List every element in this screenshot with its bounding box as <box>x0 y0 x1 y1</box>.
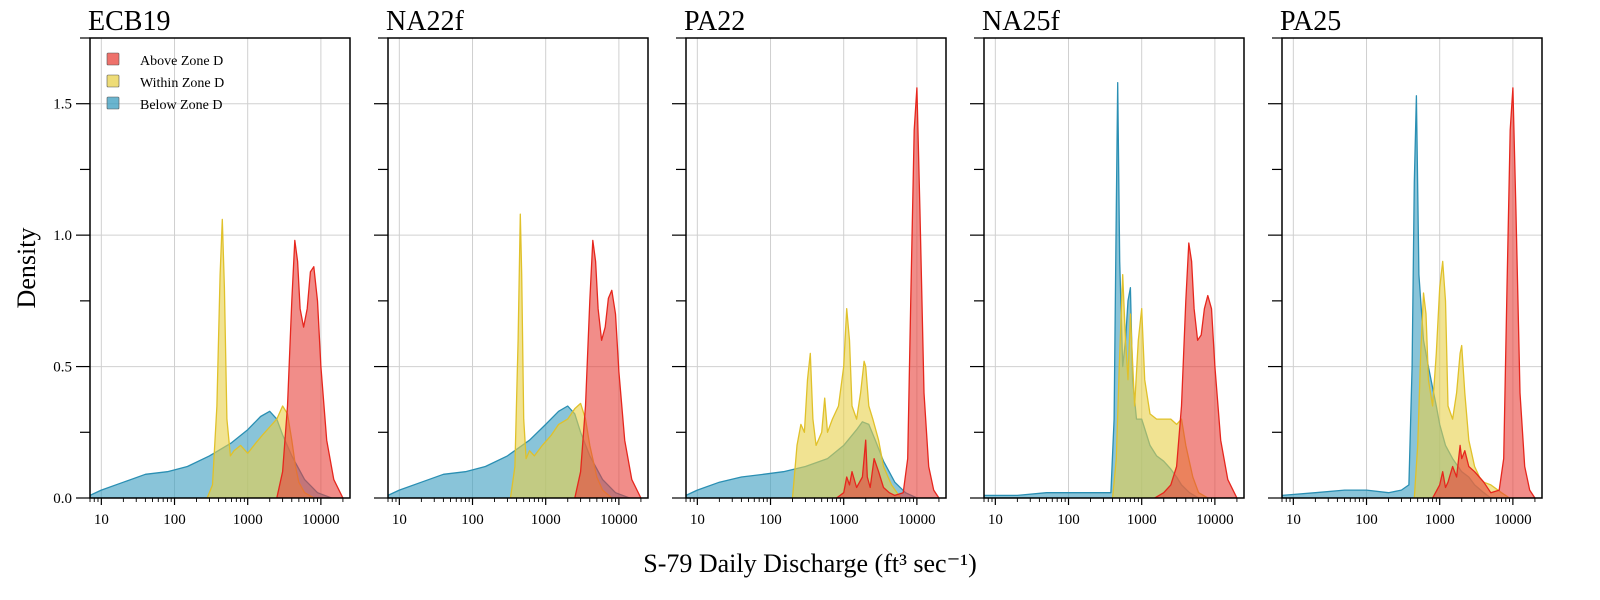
x-tick-label: 10000 <box>302 512 340 528</box>
legend-label-above: Above Zone D <box>140 54 223 69</box>
panel-title: PA22 <box>684 6 745 37</box>
x-tick-label: 100 <box>759 512 782 528</box>
x-tick-label: 1000 <box>829 512 859 528</box>
density-area-within <box>791 308 902 498</box>
y-axis-title: Density <box>12 228 41 309</box>
x-tick-label: 1000 <box>1127 512 1157 528</box>
x-tick-label: 10000 <box>1196 512 1234 528</box>
panel-frame <box>387 37 649 499</box>
legend-swatch-within <box>106 74 120 88</box>
panel-ecb19: ECB19 10 100 1000 10000 0.0 0.5 1.0 1.5 <box>53 6 351 528</box>
x-tick-label: 100 <box>1057 512 1080 528</box>
x-tick-label: 10000 <box>898 512 936 528</box>
legend: Above Zone D Within Zone D Below Zone D <box>106 52 224 113</box>
legend-swatch-below <box>106 96 120 110</box>
panel-title: ECB19 <box>88 6 170 37</box>
x-tick-label: 10000 <box>1494 512 1532 528</box>
density-area-above <box>276 239 344 498</box>
x-tick-label: 100 <box>1355 512 1378 528</box>
panel-title: NA25f <box>982 6 1060 37</box>
panel-title: PA25 <box>1280 6 1341 37</box>
x-tick-label: 10 <box>94 512 109 528</box>
legend-label-within: Within Zone D <box>140 76 224 91</box>
x-tick-label: 10 <box>690 512 705 528</box>
x-tick-label: 10 <box>1286 512 1301 528</box>
y-tick-label: 1.5 <box>53 97 72 113</box>
x-tick-label: 1000 <box>233 512 263 528</box>
x-tick-label: 100 <box>163 512 186 528</box>
legend-swatch-above <box>106 52 120 66</box>
panel-pa25: PA25 10 100 1000 10000 <box>1268 6 1543 528</box>
y-tick-label: 0.0 <box>53 491 72 507</box>
x-tick-label: 10 <box>392 512 407 528</box>
panel-frame <box>685 37 947 499</box>
x-axis-title: S-79 Daily Discharge (ft³ sec⁻¹) <box>643 549 977 578</box>
legend-label-below: Below Zone D <box>140 98 222 113</box>
density-area-above <box>1153 242 1238 498</box>
density-area-above <box>1431 87 1536 498</box>
x-tick-label: 100 <box>461 512 484 528</box>
x-tick-label: 1000 <box>531 512 561 528</box>
x-tick-label: 1000 <box>1425 512 1455 528</box>
density-areas <box>388 213 642 498</box>
x-tick-label: 10 <box>988 512 1003 528</box>
panel-pa22: PA22 10 100 1000 10000 <box>672 6 947 528</box>
y-tick-label: 0.5 <box>53 360 72 376</box>
density-areas <box>686 87 940 498</box>
density-area-above <box>574 239 642 498</box>
panel-frame <box>89 37 351 499</box>
panel-frame <box>1281 37 1543 499</box>
x-tick-label: 10000 <box>600 512 638 528</box>
panel-na25f: NA25f 10 100 1000 10000 <box>970 6 1245 528</box>
panels-layer: ECB19 10 100 1000 10000 0.0 0.5 1.0 1.5 NA22f 10 10… <box>53 6 1543 528</box>
panel-frame <box>983 37 1245 499</box>
panel-na22f: NA22f 10 100 1000 10000 <box>374 6 649 528</box>
panel-title: NA22f <box>386 6 464 37</box>
y-tick-label: 1.0 <box>53 228 72 244</box>
density-areas <box>90 218 344 498</box>
density-areas <box>1282 87 1536 498</box>
density-area-above <box>835 87 940 498</box>
density-areas <box>984 82 1238 498</box>
